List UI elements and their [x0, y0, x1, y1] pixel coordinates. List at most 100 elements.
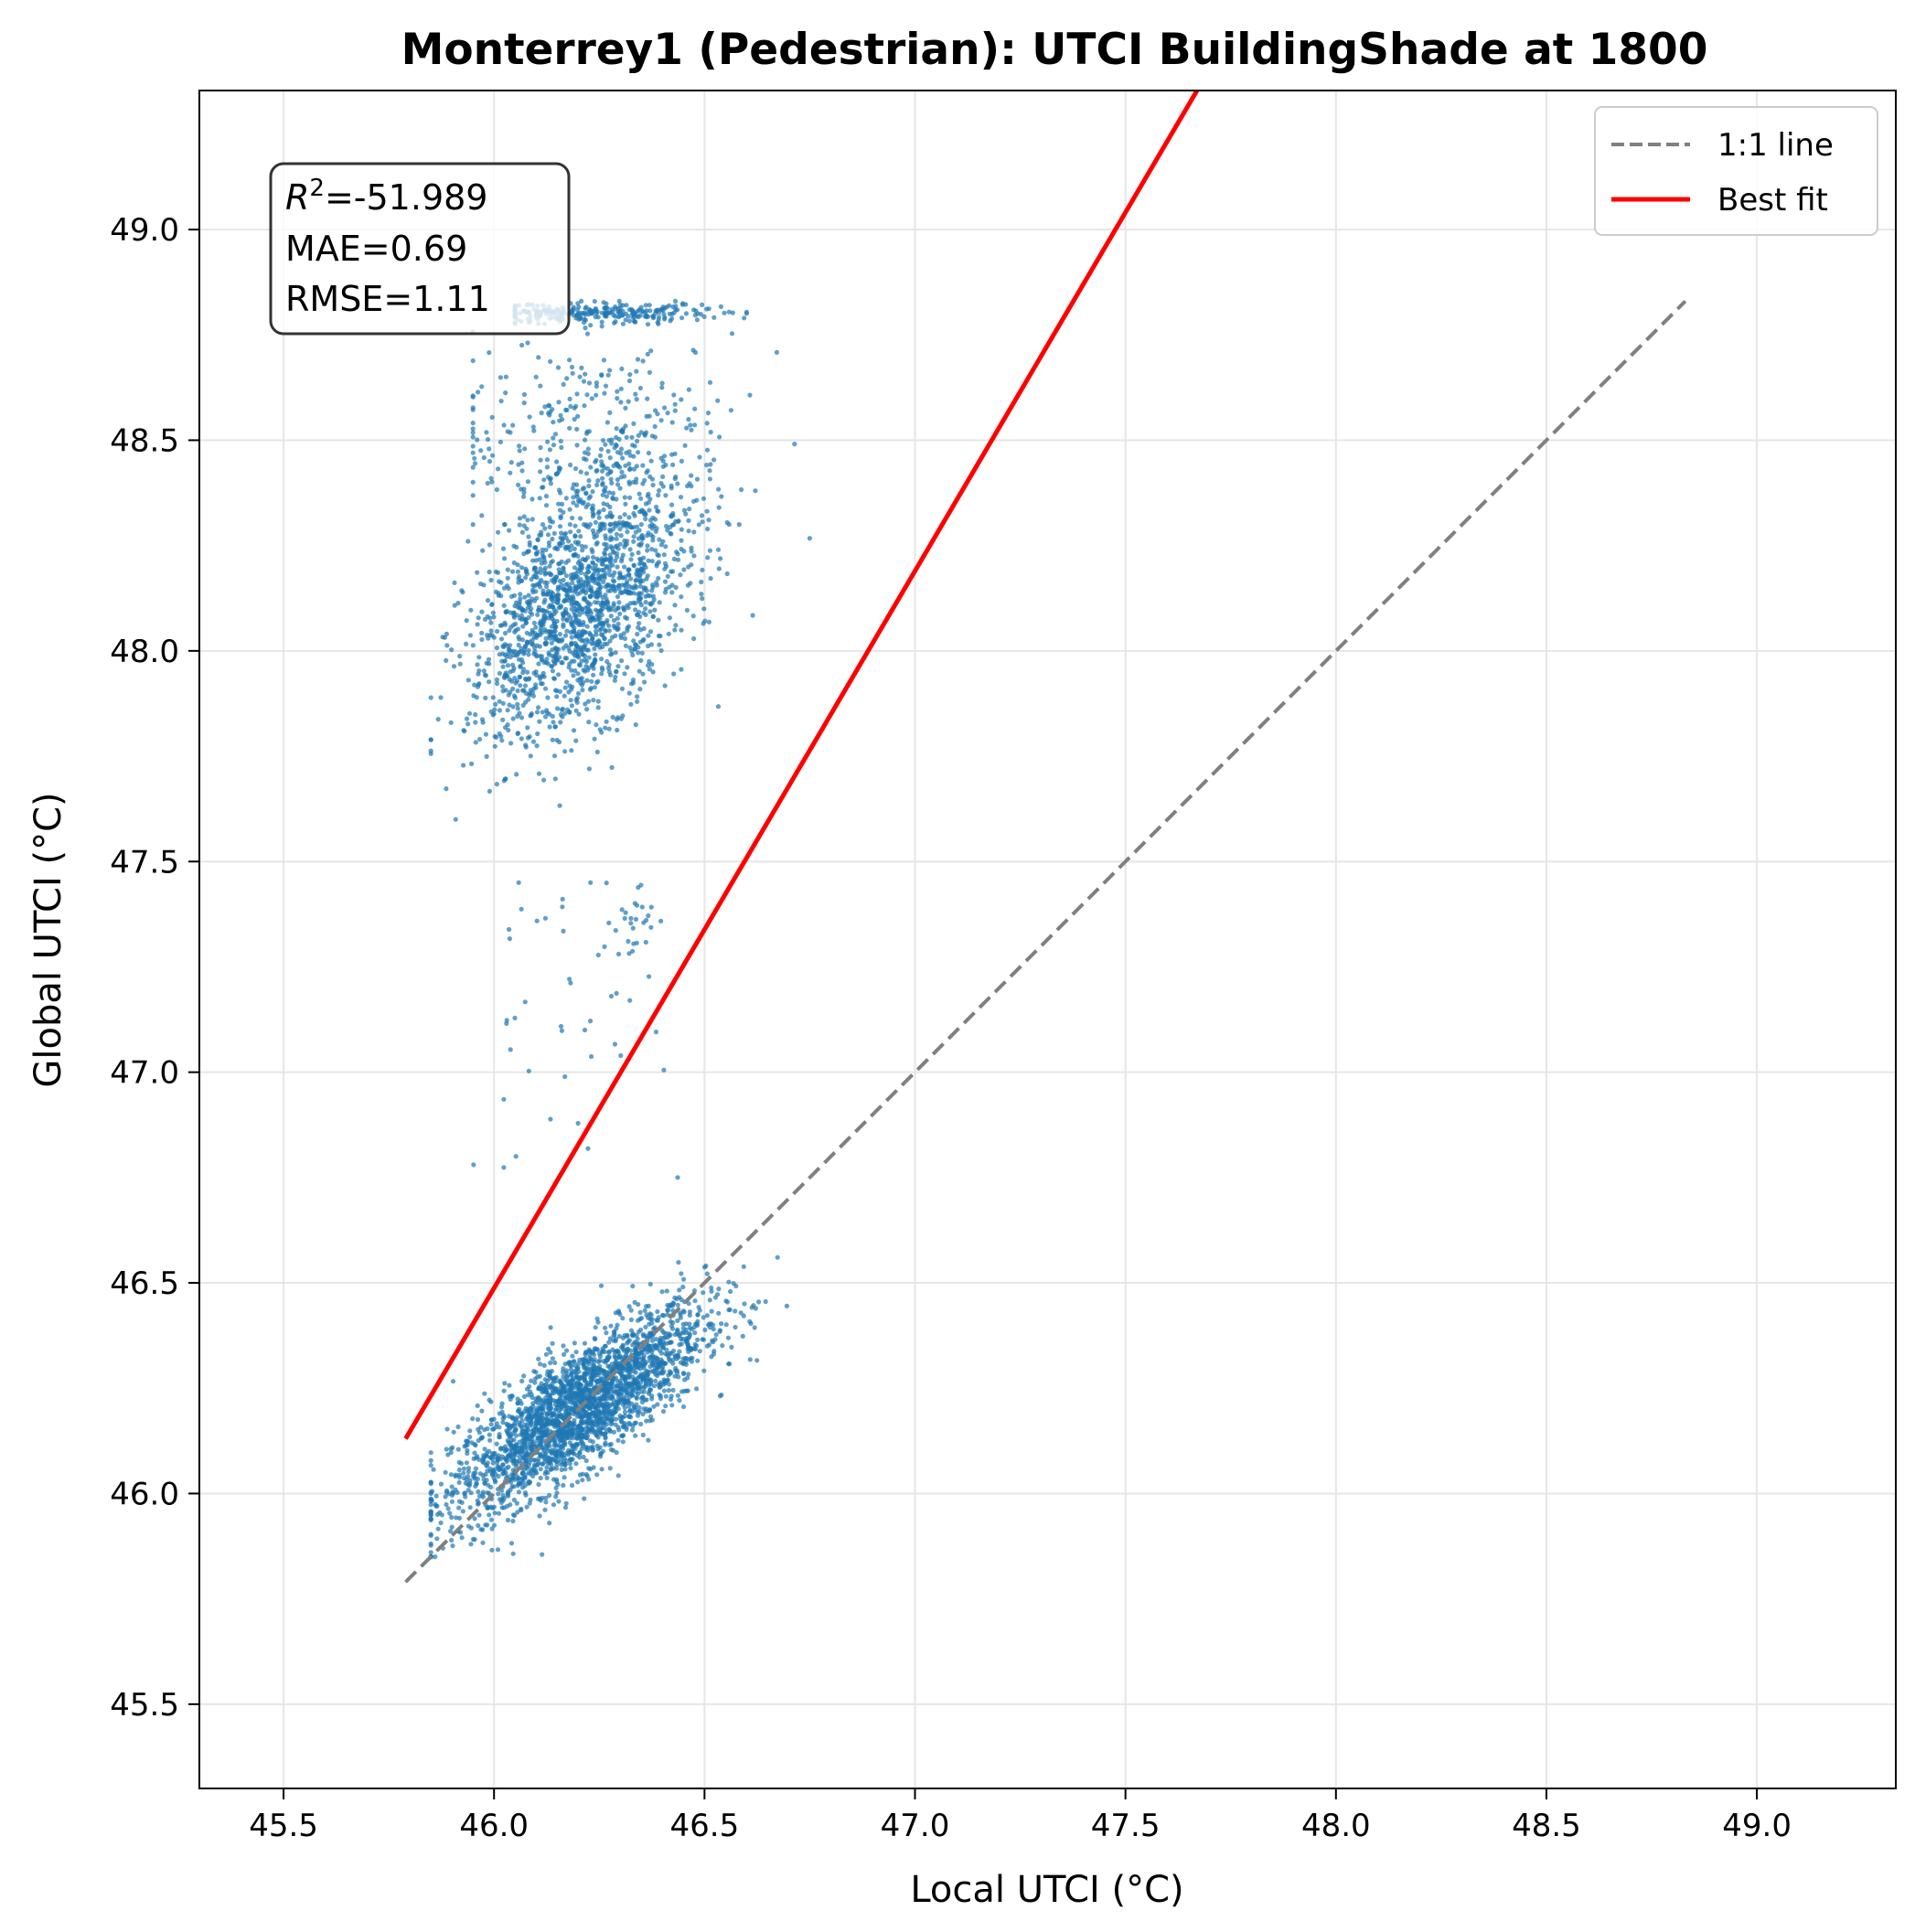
scatter-point [520, 624, 526, 629]
scatter-point [648, 924, 654, 930]
scatter-point [618, 633, 624, 638]
scatter-point [652, 423, 658, 430]
scatter-point [530, 582, 536, 588]
scatter-point [739, 486, 744, 493]
scatter-point [500, 546, 507, 551]
scatter-point [554, 1490, 560, 1496]
scatter-point [567, 396, 572, 401]
scatter-point [563, 1408, 569, 1414]
scatter-point [530, 739, 537, 744]
scatter-point [574, 307, 580, 313]
scatter-point [591, 554, 596, 560]
scatter-point [550, 536, 555, 542]
scatter-point [585, 555, 591, 560]
scatter-point [522, 446, 528, 452]
scatter-point [638, 496, 644, 501]
scatter-point [596, 515, 602, 520]
scatter-point [518, 683, 523, 688]
scatter-point [701, 1315, 706, 1320]
scatter-point [717, 434, 722, 440]
scatter-point [673, 1365, 679, 1371]
scatter-point [564, 407, 570, 413]
scatter-point [476, 390, 481, 395]
scatter-point [711, 315, 717, 320]
scatter-point [450, 1543, 455, 1549]
scatter-point [569, 364, 575, 370]
scatter-point [623, 1389, 629, 1394]
scatter-point [492, 1467, 497, 1472]
scatter-point [603, 1440, 608, 1446]
scatter-point [510, 422, 516, 428]
scatter-point [447, 1510, 453, 1516]
scatter-point [500, 1492, 506, 1499]
scatter-point [562, 685, 568, 690]
scatter-point [661, 454, 668, 459]
scatter-point [662, 560, 669, 567]
scatter-point [558, 490, 563, 496]
scatter-point [529, 712, 534, 718]
scatter-point [649, 1396, 655, 1402]
scatter-point [438, 1481, 444, 1487]
scatter-point [429, 1489, 435, 1494]
scatter-point [507, 528, 512, 533]
scatter-point [701, 1290, 706, 1296]
scatter-point [536, 1356, 541, 1361]
scatter-point [542, 1507, 548, 1512]
scatter-point [555, 597, 562, 603]
scatter-point [568, 575, 574, 582]
scatter-point [501, 1165, 507, 1170]
scatter-point [611, 1429, 617, 1435]
scatter-point [692, 422, 698, 428]
scatter-point [538, 1452, 543, 1458]
scatter-point [683, 1321, 689, 1327]
scatter-point [598, 1283, 604, 1288]
scatter-point [482, 616, 488, 623]
scatter-point [536, 1459, 541, 1465]
scatter-point [459, 588, 465, 593]
scatter-point [576, 316, 582, 322]
scatter-point [549, 640, 554, 646]
scatter-point [487, 679, 492, 685]
scatter-point [626, 479, 632, 485]
scatter-point [615, 664, 621, 669]
scatter-point [518, 592, 523, 597]
scatter-point [660, 1409, 667, 1414]
scatter-point [606, 628, 612, 634]
scatter-point [536, 604, 542, 610]
scatter-point [583, 656, 588, 663]
scatter-point [649, 547, 655, 552]
scatter-point [576, 528, 582, 534]
scatter-point [740, 1333, 745, 1339]
scatter-point [556, 739, 562, 745]
scatter-point [696, 522, 701, 528]
scatter-point [612, 1041, 618, 1047]
scatter-point [704, 447, 711, 453]
scatter-point [444, 786, 449, 792]
scatter-point [465, 539, 471, 544]
scatter-point [692, 1330, 698, 1336]
scatter-point [520, 1456, 526, 1461]
scatter-point [604, 301, 609, 306]
scatter-point [612, 1410, 617, 1415]
scatter-point [626, 1372, 632, 1378]
scatter-point [559, 1444, 564, 1449]
scatter-point [569, 1447, 574, 1453]
scatter-point [552, 776, 558, 782]
scatter-point [575, 413, 581, 419]
scatter-point [688, 422, 693, 428]
scatter-point [610, 1347, 615, 1352]
scatter-point [519, 578, 525, 583]
scatter-point [687, 1312, 692, 1318]
scatter-point [546, 628, 551, 635]
scatter-point [708, 430, 713, 435]
scatter-point [602, 944, 607, 949]
scatter-point [494, 1421, 499, 1426]
scatter-point [718, 304, 724, 309]
scatter-point [641, 636, 647, 642]
scatter-point [527, 1414, 532, 1420]
scatter-point [655, 307, 660, 313]
scatter-point [614, 668, 619, 675]
scatter-point [637, 313, 643, 318]
scatter-point [517, 448, 522, 454]
scatter-point [572, 658, 577, 664]
